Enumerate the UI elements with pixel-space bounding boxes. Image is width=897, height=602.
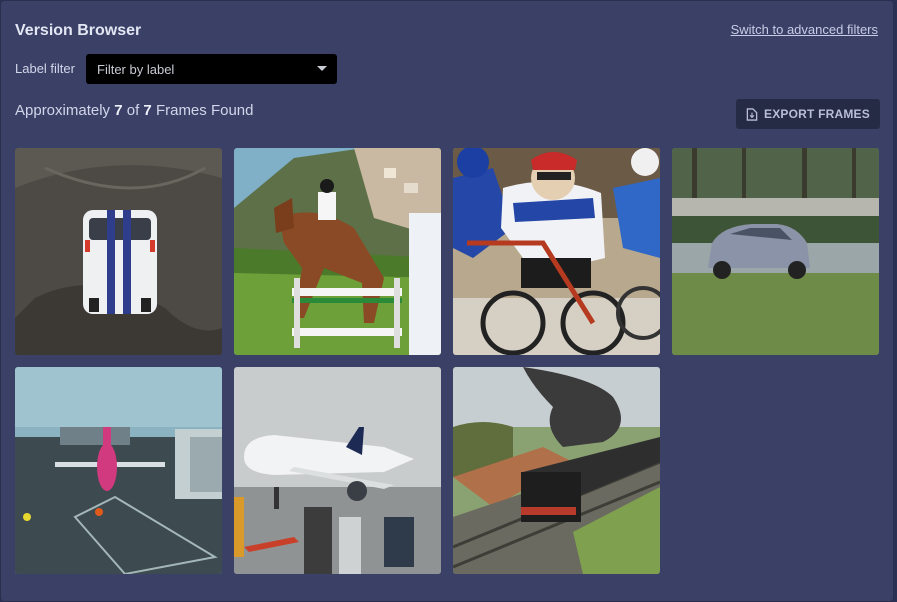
frame-thumbnail-steam-train[interactable] — [453, 367, 660, 574]
total-count: 7 — [143, 102, 152, 119]
horse-jumping-image — [234, 148, 441, 355]
label-filter-select[interactable]: Filter by label — [86, 54, 337, 84]
pink-airplane-image — [15, 367, 222, 574]
chevron-down-icon — [317, 66, 327, 71]
label-filter-placeholder: Filter by label — [97, 62, 175, 77]
page-title: Version Browser — [15, 22, 142, 39]
frame-thumbnail-pink-airplane[interactable] — [15, 367, 222, 574]
silver-car-image — [672, 148, 879, 355]
frame-thumbnail-horse-jumping[interactable] — [234, 148, 441, 355]
cyclists-image — [453, 148, 660, 355]
frame-thumbnail-white-car[interactable] — [15, 148, 222, 355]
found-count: 7 — [114, 102, 123, 119]
export-frames-label: EXPORT FRAMES — [764, 107, 870, 121]
frame-thumbnail-silver-car[interactable] — [672, 148, 879, 355]
steam-train-image — [453, 367, 660, 574]
file-export-icon — [746, 107, 758, 121]
frame-thumbnail-cyclists[interactable] — [453, 148, 660, 355]
frames-found-count: Approximately 7 of 7 Frames Found — [15, 102, 254, 119]
lufthansa-airplane-image — [234, 367, 441, 574]
export-frames-button[interactable]: EXPORT FRAMES — [736, 99, 880, 129]
advanced-filters-link[interactable]: Switch to advanced filters — [730, 22, 878, 37]
white-car-image — [15, 148, 222, 355]
label-filter-label: Label filter — [15, 61, 75, 76]
frame-thumbnail-lufthansa-airplane[interactable] — [234, 367, 441, 574]
